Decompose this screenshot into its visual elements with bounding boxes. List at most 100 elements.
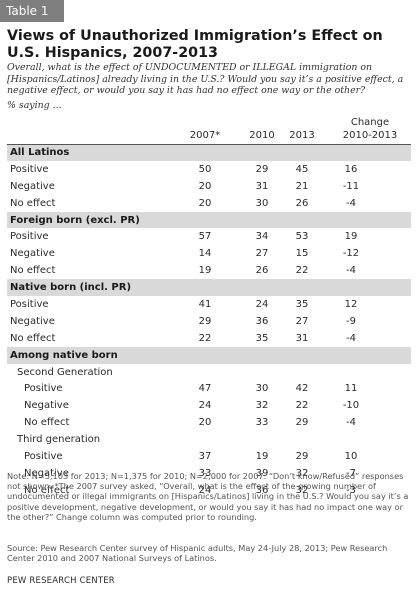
value-2013: 29: [295, 450, 309, 462]
value-2013: 32: [295, 467, 309, 479]
table-row: Negative 29 36 27 -9: [7, 313, 411, 330]
value-2007: 33: [198, 467, 212, 479]
row-label: Negative: [24, 467, 69, 479]
value-2010: 29: [255, 163, 269, 175]
row-label: No effect: [10, 332, 56, 344]
value-change: 19: [344, 231, 358, 243]
value-2013: 22: [295, 400, 309, 412]
row-label: No effect: [10, 265, 56, 277]
table-row: No effect 20 33 29 -4: [7, 414, 411, 431]
value-2013: 31: [295, 332, 309, 344]
value-2010: 34: [255, 231, 269, 243]
column-header-2010: 2010: [249, 130, 275, 141]
value-change: 11: [344, 383, 358, 395]
value-2010: 32: [255, 400, 269, 412]
value-change: -9: [346, 315, 356, 327]
section-header-row: Among native born: [7, 346, 411, 364]
table-row: Negative 33 39 32 -7: [7, 465, 411, 482]
column-header-2013: 2013: [289, 130, 315, 141]
row-label: Third generation: [17, 434, 101, 446]
column-header-2007: 2007*: [189, 130, 221, 141]
value-change: 16: [344, 163, 358, 175]
row-label: All Latinos: [10, 147, 70, 159]
value-2013: 27: [295, 315, 309, 327]
value-2013: 35: [295, 298, 309, 310]
table-row: No effect 20 30 26 -4: [7, 195, 411, 212]
value-2010: 39: [255, 467, 269, 479]
row-label: No effect: [24, 484, 70, 496]
value-2007: 47: [198, 383, 212, 395]
column-header-change-line1: Change: [350, 117, 390, 128]
row-label: Negative: [24, 400, 69, 412]
row-label: No effect: [10, 197, 56, 209]
row-label: Positive: [10, 298, 49, 310]
section-header-row: Foreign born (excl. PR): [7, 211, 411, 229]
value-2010: 30: [255, 383, 269, 395]
value-2013: 22: [295, 265, 309, 277]
value-change: -7: [346, 467, 356, 479]
value-2010: 36: [255, 484, 269, 496]
value-2007: 22: [198, 332, 212, 344]
value-2007: 57: [198, 231, 212, 243]
value-2007: 50: [198, 163, 212, 175]
row-label: Negative: [10, 315, 55, 327]
row-label: Positive: [24, 450, 63, 462]
value-2007: 19: [198, 265, 212, 277]
data-table: All Latinos Positive 50 29 45 16 Negative 20 31 2…: [7, 144, 411, 499]
table-row: Positive 47 30 42 11: [7, 380, 411, 397]
value-2010: 33: [255, 417, 269, 429]
table-row: Negative 24 32 22 -10: [7, 397, 411, 414]
row-label: No effect: [24, 417, 70, 429]
value-2010: 24: [255, 298, 269, 310]
table-source: Source: Pew Research Center survey of Hi…: [7, 543, 388, 564]
table-number-label: Table 1: [0, 0, 64, 22]
value-2010: 35: [255, 332, 269, 344]
value-2007: 24: [198, 484, 212, 496]
value-2010: 36: [255, 315, 269, 327]
value-2010: 19: [255, 450, 269, 462]
organization-name: PEW RESEARCH CENTER: [7, 576, 115, 586]
value-2010: 27: [255, 248, 269, 260]
table-row: No effect 22 35 31 -4: [7, 330, 411, 347]
table-row: Positive 50 29 45 16: [7, 161, 411, 178]
survey-question: Overall, what is the effect of UNDOCUMEN…: [7, 62, 404, 96]
table-row: Negative 14 27 15 -12: [7, 245, 411, 262]
row-label: Second Generation: [17, 366, 113, 378]
value-2007: 20: [198, 180, 212, 192]
value-change: -10: [342, 400, 360, 412]
section-header-row: All Latinos: [7, 144, 411, 161]
value-2007: 24: [198, 400, 212, 412]
value-change: -4: [346, 417, 356, 429]
value-2013: 42: [295, 383, 309, 395]
row-label: Negative: [10, 248, 55, 260]
value-2013: 32: [295, 484, 309, 496]
value-change: -11: [342, 180, 360, 192]
value-change: -4: [346, 265, 356, 277]
saying-label: % saying ...: [7, 100, 62, 111]
column-header-change-line2: 2010-2013: [342, 130, 398, 141]
value-2013: 29: [295, 417, 309, 429]
row-label: Positive: [24, 383, 63, 395]
subgroup-row: Second Generation: [7, 364, 411, 381]
row-label: Foreign born (excl. PR): [10, 214, 140, 226]
value-2007: 37: [198, 450, 212, 462]
row-label: Among native born: [10, 349, 118, 361]
row-label: Positive: [10, 231, 49, 243]
table-note: Note: N=5,103 for 2013; N=1,375 for 2010…: [7, 471, 409, 522]
value-2007: 41: [198, 298, 212, 310]
table-row: No effect 24 36 32 -3: [7, 482, 411, 499]
section-header-row: Native born (incl. PR): [7, 279, 411, 297]
table-row: Positive 57 34 53 19: [7, 228, 411, 245]
row-label: Positive: [10, 163, 49, 175]
table-row: Positive 37 19 29 10: [7, 448, 411, 465]
value-change: 12: [344, 298, 358, 310]
value-2007: 29: [198, 315, 212, 327]
value-change: -4: [346, 332, 356, 344]
row-label: Negative: [10, 180, 55, 192]
row-label: Native born (incl. PR): [10, 282, 132, 294]
table-row: Positive 41 24 35 12: [7, 296, 411, 313]
value-2013: 26: [295, 197, 309, 209]
value-change: -3: [346, 484, 356, 496]
value-2010: 31: [255, 180, 269, 192]
